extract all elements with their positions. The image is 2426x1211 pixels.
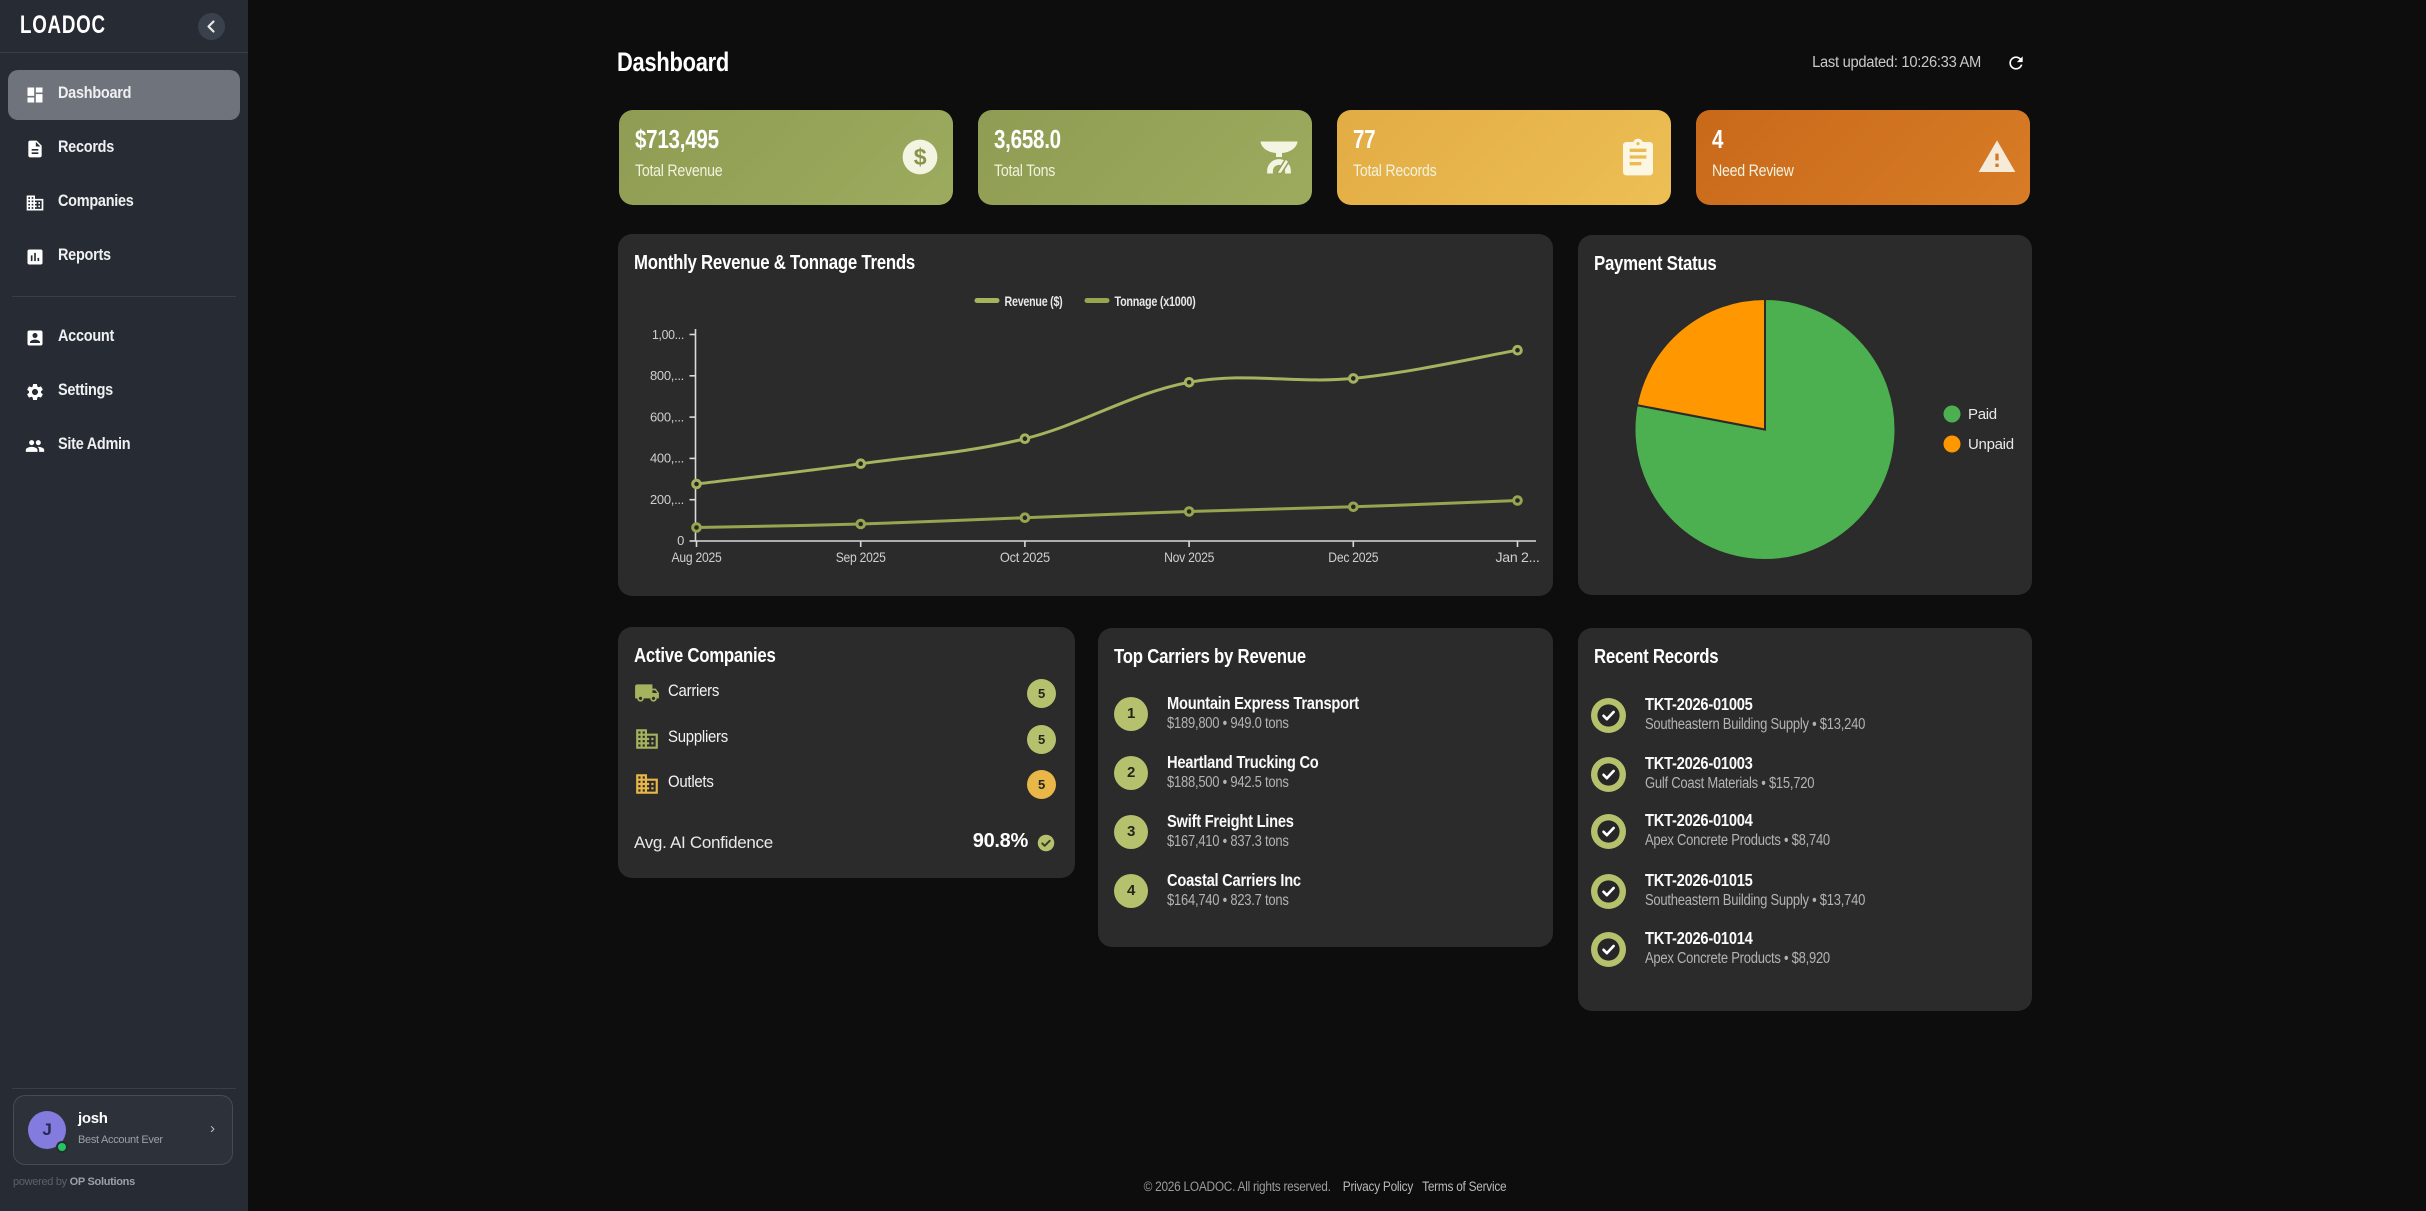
svg-text:Sep 2025: Sep 2025 — [836, 549, 886, 565]
svg-text:400,...: 400,... — [650, 451, 684, 466]
svg-text:$: $ — [914, 144, 927, 170]
svg-text:Unpaid: Unpaid — [1968, 436, 2014, 453]
svg-text:Jan 2...: Jan 2... — [1496, 549, 1540, 565]
svg-text:Paid: Paid — [1968, 406, 1997, 423]
svg-text:Revenue ($): Revenue ($) — [1005, 293, 1063, 309]
svg-text:600,...: 600,... — [650, 409, 684, 424]
svg-text:800,...: 800,... — [650, 368, 684, 383]
svg-text:1,00...: 1,00... — [652, 327, 684, 342]
svg-text:Dec 2025: Dec 2025 — [1328, 549, 1378, 565]
svg-text:Aug 2025: Aug 2025 — [672, 549, 722, 565]
svg-text:Tonnage (x1000): Tonnage (x1000) — [1115, 293, 1196, 309]
svg-text:0: 0 — [677, 533, 684, 548]
svg-text:Oct 2025: Oct 2025 — [1000, 549, 1050, 565]
svg-text:Nov 2025: Nov 2025 — [1164, 549, 1214, 565]
svg-text:200,...: 200,... — [650, 492, 684, 507]
